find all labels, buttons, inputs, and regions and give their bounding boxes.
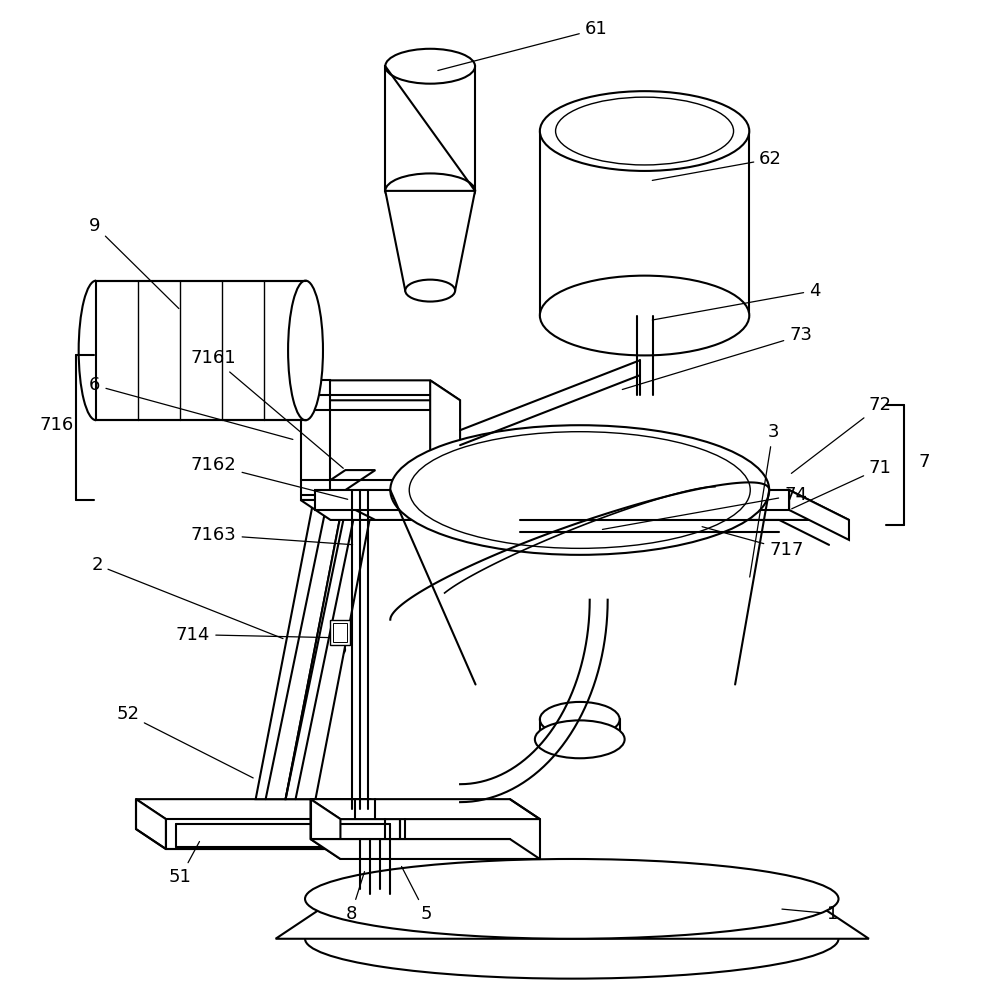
- Polygon shape: [431, 380, 460, 500]
- Polygon shape: [256, 490, 345, 799]
- Polygon shape: [136, 799, 166, 849]
- Text: 716: 716: [39, 416, 74, 434]
- Polygon shape: [301, 500, 460, 520]
- Ellipse shape: [540, 702, 619, 737]
- Text: 8: 8: [345, 872, 365, 923]
- Polygon shape: [166, 819, 400, 849]
- Bar: [330, 620, 350, 645]
- Ellipse shape: [305, 859, 838, 939]
- Polygon shape: [301, 380, 330, 500]
- Text: 7162: 7162: [191, 456, 348, 499]
- Polygon shape: [316, 490, 849, 520]
- Text: 3: 3: [750, 423, 779, 577]
- Text: 62: 62: [653, 150, 782, 180]
- Polygon shape: [311, 799, 340, 859]
- Ellipse shape: [540, 91, 749, 171]
- Polygon shape: [789, 490, 849, 540]
- Polygon shape: [301, 380, 460, 400]
- Text: 717: 717: [702, 527, 803, 559]
- Ellipse shape: [288, 281, 323, 420]
- Text: 73: 73: [622, 326, 812, 390]
- Text: 74: 74: [603, 486, 807, 529]
- Text: 72: 72: [791, 396, 892, 473]
- Text: 714: 714: [176, 626, 327, 644]
- Polygon shape: [136, 799, 400, 819]
- Text: 61: 61: [437, 20, 607, 71]
- Text: 6: 6: [89, 376, 293, 439]
- Polygon shape: [286, 490, 376, 799]
- Text: 7163: 7163: [191, 526, 353, 545]
- Polygon shape: [96, 281, 306, 420]
- Text: 71: 71: [791, 459, 892, 509]
- Text: 5: 5: [401, 866, 432, 923]
- Text: 1: 1: [781, 905, 838, 923]
- Text: 7: 7: [919, 453, 930, 471]
- Text: 2: 2: [91, 556, 283, 639]
- Ellipse shape: [535, 720, 624, 758]
- Ellipse shape: [390, 425, 770, 555]
- Polygon shape: [311, 799, 540, 819]
- Polygon shape: [311, 839, 540, 859]
- Ellipse shape: [385, 173, 475, 208]
- Polygon shape: [316, 490, 789, 510]
- Ellipse shape: [385, 49, 475, 84]
- Ellipse shape: [540, 276, 749, 355]
- Polygon shape: [275, 899, 869, 939]
- Text: 51: 51: [169, 841, 200, 886]
- Polygon shape: [385, 191, 475, 291]
- Text: 52: 52: [116, 705, 254, 778]
- Text: 4: 4: [653, 282, 821, 320]
- Polygon shape: [316, 470, 376, 490]
- Ellipse shape: [405, 280, 455, 302]
- Bar: [333, 623, 347, 642]
- Text: 9: 9: [89, 217, 179, 309]
- Text: 7161: 7161: [191, 349, 343, 468]
- Polygon shape: [385, 66, 475, 191]
